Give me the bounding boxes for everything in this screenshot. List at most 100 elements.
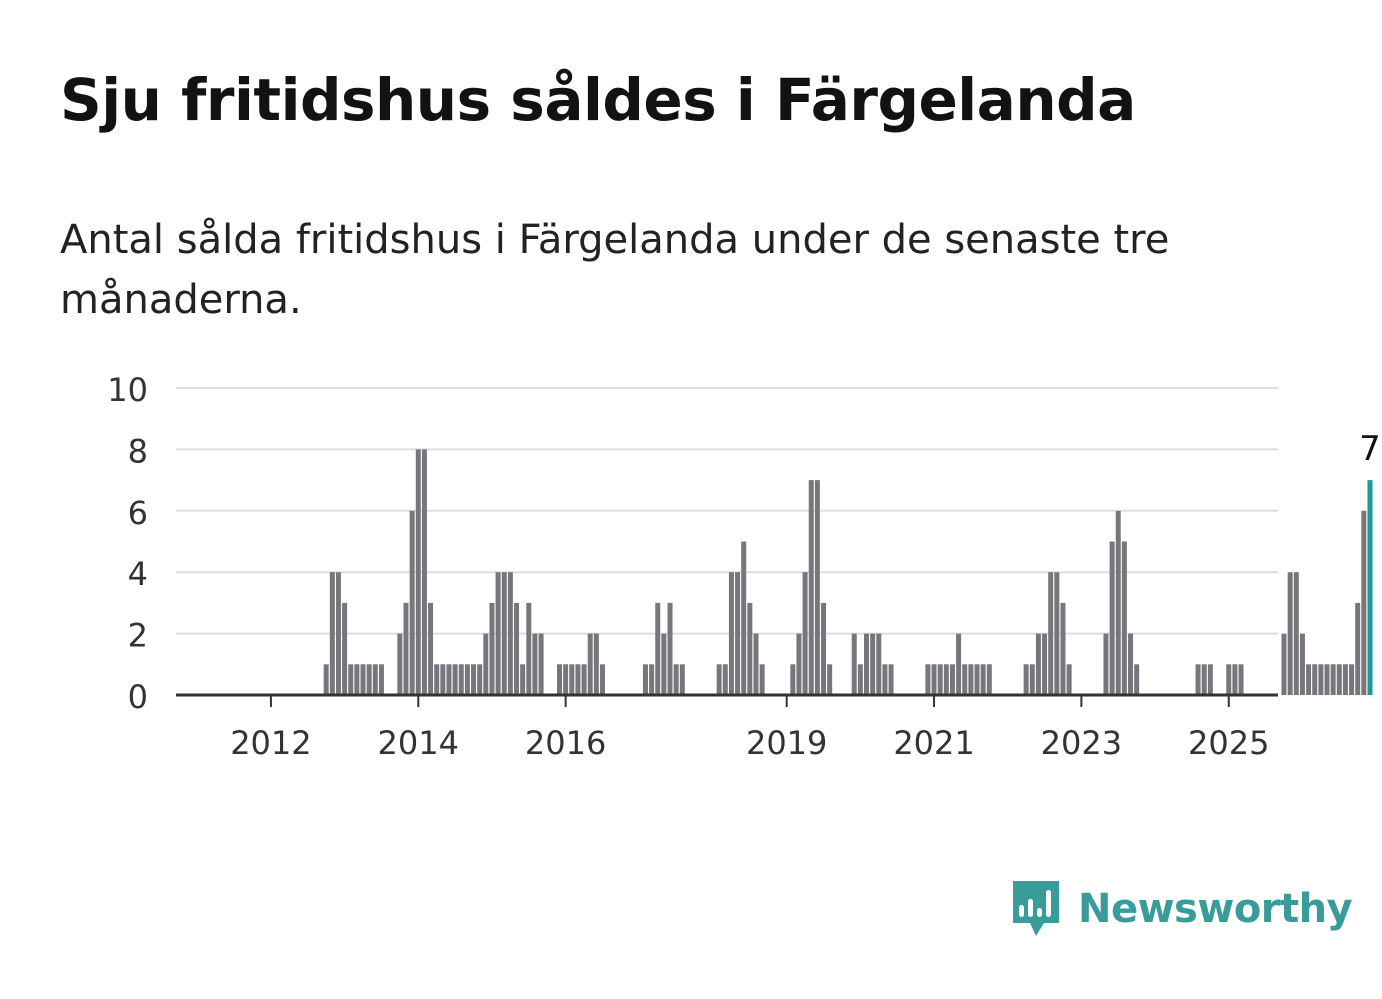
bar bbox=[1048, 572, 1054, 695]
bar bbox=[814, 480, 820, 695]
bar bbox=[477, 664, 483, 695]
bar bbox=[735, 572, 741, 695]
bar bbox=[323, 664, 329, 695]
bar bbox=[864, 633, 869, 695]
bar bbox=[587, 633, 593, 695]
bar bbox=[421, 449, 427, 695]
bar bbox=[1109, 541, 1115, 695]
bar bbox=[882, 664, 888, 695]
bar bbox=[458, 664, 464, 695]
x-tick-label: 2014 bbox=[378, 724, 459, 762]
page-title: Sju fritidshus såldes i Färgelanda bbox=[60, 66, 1136, 134]
bar bbox=[673, 664, 679, 695]
bar bbox=[870, 633, 876, 695]
bar bbox=[956, 633, 962, 695]
bar bbox=[1060, 602, 1066, 695]
bar bbox=[446, 664, 452, 695]
y-tick-label: 8 bbox=[128, 432, 148, 470]
brand-name: Newsworthy bbox=[1078, 886, 1353, 932]
bar bbox=[532, 633, 538, 695]
bar bbox=[464, 664, 470, 695]
bar bbox=[1121, 541, 1127, 695]
y-tick-label: 0 bbox=[128, 678, 148, 716]
bar bbox=[925, 664, 931, 695]
bar bbox=[888, 664, 894, 695]
bar bbox=[851, 633, 857, 695]
bar bbox=[1330, 664, 1336, 695]
bar bbox=[1201, 664, 1207, 695]
bar bbox=[372, 664, 378, 695]
x-tick-label: 2021 bbox=[893, 724, 974, 762]
bar bbox=[1293, 572, 1299, 695]
bar bbox=[655, 602, 661, 695]
bar bbox=[360, 664, 366, 695]
y-tick-label: 10 bbox=[107, 371, 148, 409]
bar bbox=[557, 664, 562, 695]
bar bbox=[378, 664, 384, 695]
bar bbox=[1207, 664, 1213, 695]
bar bbox=[1042, 633, 1048, 695]
bar bbox=[974, 664, 980, 695]
bar bbox=[329, 572, 335, 695]
bar bbox=[1306, 664, 1312, 695]
bar bbox=[1035, 633, 1041, 695]
bar bbox=[931, 664, 937, 695]
bar bbox=[741, 541, 747, 695]
bar bbox=[827, 664, 833, 695]
bar bbox=[1324, 664, 1330, 695]
bar bbox=[1195, 664, 1201, 695]
bar bbox=[667, 602, 673, 695]
bar bbox=[599, 664, 605, 695]
x-tick-label: 2023 bbox=[1041, 724, 1122, 762]
bar bbox=[1299, 633, 1305, 695]
bar bbox=[428, 602, 434, 695]
bar bbox=[1232, 664, 1238, 695]
brand-logo: Newsworthy bbox=[1010, 878, 1353, 940]
bar bbox=[821, 602, 827, 695]
bar bbox=[1349, 664, 1355, 695]
x-tick-label: 2019 bbox=[746, 724, 827, 762]
bar bbox=[489, 602, 495, 695]
bar bbox=[857, 664, 863, 695]
bar bbox=[1355, 602, 1361, 695]
bar bbox=[980, 664, 986, 695]
bar bbox=[335, 572, 341, 695]
y-tick-label: 6 bbox=[128, 494, 148, 532]
bar bbox=[753, 633, 759, 695]
bar bbox=[937, 664, 943, 695]
bar bbox=[747, 602, 753, 695]
highlight-bar bbox=[1367, 480, 1373, 695]
bar bbox=[876, 633, 882, 695]
bar bbox=[1226, 664, 1232, 695]
bar bbox=[563, 664, 569, 695]
bar bbox=[1128, 633, 1134, 695]
bar bbox=[501, 572, 507, 695]
bar bbox=[1023, 664, 1029, 695]
bar bbox=[1287, 572, 1293, 695]
bar bbox=[649, 664, 655, 695]
y-tick-label: 2 bbox=[128, 617, 148, 655]
bar bbox=[968, 664, 974, 695]
newsworthy-chart-bubble-icon bbox=[1013, 881, 1059, 936]
bar bbox=[1342, 664, 1348, 695]
bar bbox=[348, 664, 354, 695]
bar bbox=[471, 664, 477, 695]
bar bbox=[790, 664, 796, 695]
chart-subtitle: Antal sålda fritidshus i Färgelanda unde… bbox=[60, 217, 1170, 323]
bar bbox=[1029, 664, 1035, 695]
bar bbox=[415, 449, 421, 695]
bar bbox=[661, 633, 667, 695]
x-tick-label: 2012 bbox=[230, 724, 311, 762]
bar bbox=[1281, 633, 1287, 695]
bar bbox=[1318, 664, 1324, 695]
bar bbox=[728, 572, 734, 695]
bar bbox=[679, 664, 685, 695]
bar bbox=[354, 664, 360, 695]
bar bbox=[716, 664, 722, 695]
bar bbox=[802, 572, 808, 695]
bar bbox=[538, 633, 544, 695]
bar bbox=[495, 572, 501, 695]
bar bbox=[452, 664, 458, 695]
bar bbox=[1336, 664, 1342, 695]
